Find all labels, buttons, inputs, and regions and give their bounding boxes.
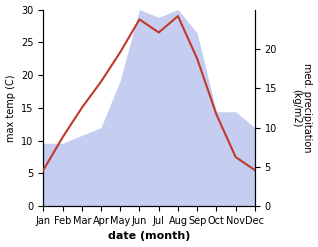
Y-axis label: med. precipitation
(kg/m2): med. precipitation (kg/m2) [291,63,313,153]
X-axis label: date (month): date (month) [108,231,190,242]
Y-axis label: max temp (C): max temp (C) [5,74,16,142]
